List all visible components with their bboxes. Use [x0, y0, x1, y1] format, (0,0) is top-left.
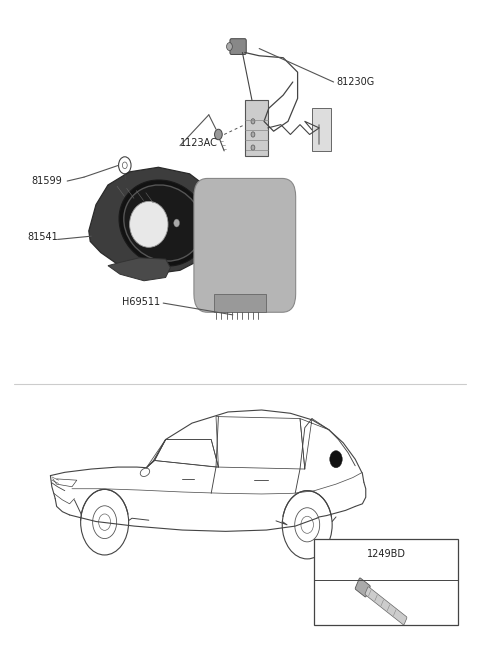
Circle shape [215, 129, 222, 140]
Text: 81230G: 81230G [336, 77, 374, 87]
Circle shape [251, 145, 255, 150]
FancyBboxPatch shape [312, 108, 331, 151]
Bar [314, 539, 458, 625]
Polygon shape [89, 167, 218, 274]
Circle shape [251, 119, 255, 124]
Ellipse shape [130, 201, 168, 247]
Circle shape [251, 132, 255, 137]
FancyBboxPatch shape [214, 294, 266, 312]
Circle shape [330, 451, 342, 468]
Text: 81599: 81599 [31, 176, 62, 186]
FancyBboxPatch shape [355, 578, 370, 597]
Text: 1249BD: 1249BD [367, 548, 406, 559]
FancyBboxPatch shape [365, 587, 407, 625]
FancyBboxPatch shape [194, 178, 296, 312]
FancyBboxPatch shape [245, 100, 268, 156]
Ellipse shape [119, 180, 207, 266]
Text: H69511: H69511 [122, 297, 160, 307]
Text: 81541: 81541 [28, 232, 59, 243]
Circle shape [227, 43, 232, 51]
Text: 1123AC: 1123AC [180, 138, 218, 148]
Ellipse shape [124, 185, 203, 261]
Polygon shape [108, 258, 170, 281]
Circle shape [174, 219, 180, 227]
FancyBboxPatch shape [230, 39, 246, 54]
